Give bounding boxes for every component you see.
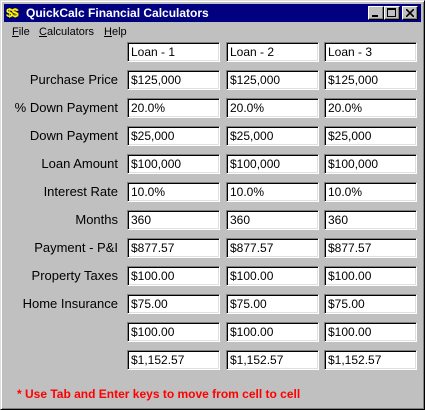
row-label-property-taxes: Property Taxes — [31, 268, 118, 283]
loan-amount-loan-2-field[interactable]: $100,000 — [226, 154, 319, 174]
row-label-months: Months — [75, 212, 118, 227]
maximize-icon — [387, 8, 396, 17]
row-label-loan-amount: Loan Amount — [41, 156, 118, 171]
column-header-loan-3[interactable]: Loan - 3 — [324, 42, 417, 62]
menu-calculators[interactable]: Calculators — [39, 26, 95, 38]
minimize-button[interactable] — [368, 6, 384, 20]
row-10-loan-3-field[interactable]: $100.00 — [324, 322, 417, 342]
maximize-button[interactable] — [384, 6, 400, 20]
total-payment-loan-2-field[interactable]: $1,152.57 — [226, 350, 319, 370]
property-taxes-loan-1-field[interactable]: $100.00 — [127, 266, 220, 286]
menu-help[interactable]: Help — [104, 26, 127, 38]
months-loan-2-field[interactable]: 360 — [226, 210, 319, 230]
purchase-price-loan-1-field[interactable]: $125,000 — [127, 70, 220, 90]
row-10-loan-2-field[interactable]: $100.00 — [226, 322, 319, 342]
row-10-loan-1-field[interactable]: $100.00 — [127, 322, 220, 342]
total-payment-loan-1-field[interactable]: $1,152.57 — [127, 350, 220, 370]
property-taxes-loan-3-field[interactable]: $100.00 — [324, 266, 417, 286]
row-label-payment-pi: Payment - P&I — [34, 240, 118, 255]
interest-rate-loan-2-field[interactable]: 10.0% — [226, 182, 319, 202]
column-header-loan-1[interactable]: Loan - 1 — [127, 42, 220, 62]
months-loan-1-field[interactable]: 360 — [127, 210, 220, 230]
row-label-down-payment: Down Payment — [29, 128, 118, 143]
months-loan-3-field[interactable]: 360 — [324, 210, 417, 230]
title-bar[interactable]: $$ QuickCalc Financial Calculators — [4, 4, 421, 22]
interest-rate-loan-1-field[interactable]: 10.0% — [127, 182, 220, 202]
close-icon — [406, 9, 414, 17]
row-label-purchase-price: Purchase Price — [29, 72, 118, 87]
menu-file[interactable]: File — [12, 26, 30, 38]
down-payment-loan-2-field[interactable]: $25,000 — [226, 126, 319, 146]
close-button[interactable] — [402, 6, 418, 20]
window-title: QuickCalc Financial Calculators — [26, 6, 209, 20]
column-header-loan-2[interactable]: Loan - 2 — [226, 42, 319, 62]
row-label-interest-rate: Interest Rate — [43, 184, 118, 199]
percent-down-loan-1-field[interactable]: 20.0% — [127, 98, 220, 118]
payment-pi-loan-3-field[interactable]: $877.57 — [324, 238, 417, 258]
down-payment-loan-3-field[interactable]: $25,000 — [324, 126, 417, 146]
app-dollar-icon[interactable]: $$ — [6, 6, 18, 20]
minimize-icon — [372, 15, 378, 17]
row-label-home-insurance: Home Insurance — [22, 296, 118, 311]
percent-down-loan-3-field[interactable]: 20.0% — [324, 98, 417, 118]
purchase-price-loan-3-field[interactable]: $125,000 — [324, 70, 417, 90]
keyboard-hint-note: * Use Tab and Enter keys to move from ce… — [17, 387, 301, 401]
payment-pi-loan-1-field[interactable]: $877.57 — [127, 238, 220, 258]
row-label-percent-down-payment: % Down Payment — [14, 100, 118, 115]
purchase-price-loan-2-field[interactable]: $125,000 — [226, 70, 319, 90]
property-taxes-loan-2-field[interactable]: $100.00 — [226, 266, 319, 286]
menu-bar: File Calculators Help — [4, 23, 421, 41]
payment-pi-loan-2-field[interactable]: $877.57 — [226, 238, 319, 258]
loan-amount-loan-1-field[interactable]: $100,000 — [127, 154, 220, 174]
down-payment-loan-1-field[interactable]: $25,000 — [127, 126, 220, 146]
home-insurance-loan-3-field[interactable]: $75.00 — [324, 294, 417, 314]
home-insurance-loan-2-field[interactable]: $75.00 — [226, 294, 319, 314]
interest-rate-loan-3-field[interactable]: 10.0% — [324, 182, 417, 202]
total-payment-loan-3-field[interactable]: $1,152.57 — [324, 350, 417, 370]
home-insurance-loan-1-field[interactable]: $75.00 — [127, 294, 220, 314]
loan-amount-loan-3-field[interactable]: $100,000 — [324, 154, 417, 174]
percent-down-loan-2-field[interactable]: 20.0% — [226, 98, 319, 118]
